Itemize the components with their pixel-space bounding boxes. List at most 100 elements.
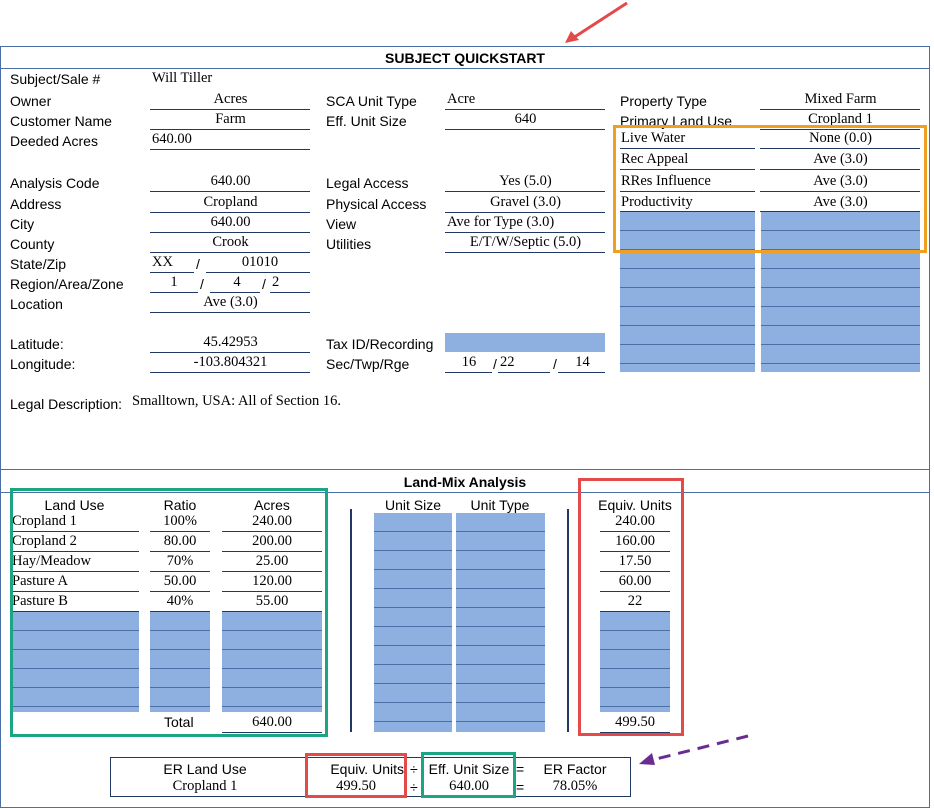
slash-separator: / <box>262 276 266 292</box>
live-water-value[interactable]: None (0.0) <box>809 130 872 146</box>
page-title: SUBJECT QUICKSTART <box>385 50 545 66</box>
ratio-cell[interactable]: 80.00 <box>163 533 197 549</box>
landmix-header-divider <box>0 492 930 493</box>
land-use-cell[interactable]: Cropland 2 <box>12 533 77 549</box>
land-use-cell[interactable]: Cropland 1 <box>12 513 77 529</box>
deeded-value[interactable]: 640.00 <box>152 131 192 147</box>
ratio-cell[interactable]: 40% <box>166 593 194 609</box>
eff-unit-size-label: Eff. Unit Size <box>326 113 407 129</box>
equiv-empty-cells <box>600 612 670 712</box>
er-land-use-label: ER Land Use <box>163 761 247 777</box>
city-label: City <box>10 216 35 232</box>
land-use-cell[interactable]: Pasture B <box>12 593 68 609</box>
er-equiv-units-label: Equiv. Units <box>330 761 404 777</box>
rres-influence-label: RRes Influence <box>621 173 711 189</box>
owner-label: Owner <box>10 93 52 109</box>
longitude-label: Longitude: <box>10 356 76 372</box>
equals-icon: = <box>516 779 525 795</box>
analysis-value[interactable]: 640.00 <box>210 173 251 189</box>
physical-access-value[interactable]: Gravel (3.0) <box>490 194 561 210</box>
property-type-value[interactable]: Mixed Farm <box>804 91 877 107</box>
view-value[interactable]: Ave for Type (3.0) <box>447 214 555 230</box>
ratio-cell[interactable]: 50.00 <box>163 573 197 589</box>
eff-unit-size-value[interactable]: 640 <box>514 111 537 127</box>
address-label: Address <box>10 196 62 212</box>
latitude-label: Latitude: <box>10 336 64 352</box>
attribute-label-inputs[interactable] <box>620 212 755 372</box>
legal-access-value[interactable]: Yes (5.0) <box>499 173 552 189</box>
subject-value[interactable]: Will Tiller <box>152 70 213 86</box>
landmix-divider <box>0 469 930 470</box>
er-factor-label: ER Factor <box>543 761 607 777</box>
equiv-cell: 240.00 <box>615 513 655 529</box>
rec-appeal-value[interactable]: Ave (3.0) <box>813 151 868 167</box>
land-use-cell[interactable]: Hay/Meadow <box>12 553 91 569</box>
legal-access-label: Legal Access <box>326 175 409 191</box>
taxid-label: Tax ID/Recording <box>326 336 434 352</box>
latitude-value[interactable]: 45.42953 <box>203 334 258 350</box>
address-value[interactable]: Cropland <box>203 194 258 210</box>
equiv-cell: 60.00 <box>618 573 652 589</box>
acres-cell[interactable]: 200.00 <box>252 533 292 549</box>
customer-value[interactable]: Farm <box>215 111 246 127</box>
acres-cell[interactable]: 25.00 <box>255 553 289 569</box>
city-value[interactable]: 640.00 <box>210 214 251 230</box>
sca-unit-type-value[interactable]: Acre <box>447 91 476 107</box>
land-use-cell[interactable]: Pasture A <box>12 573 68 589</box>
er-eff-unit-size-value: 640.00 <box>449 778 489 794</box>
view-label: View <box>326 216 357 232</box>
owner-value[interactable]: Acres <box>213 91 248 107</box>
acres-empty-inputs[interactable] <box>222 612 322 712</box>
subject-label: Subject/Sale # <box>10 71 101 87</box>
land-use-empty-inputs[interactable] <box>12 612 139 712</box>
attribute-value-inputs[interactable] <box>761 212 920 372</box>
productivity-value[interactable]: Ave (3.0) <box>813 194 868 210</box>
rres-influence-value[interactable]: Ave (3.0) <box>813 173 868 189</box>
divide-icon: ÷ <box>410 761 418 777</box>
deeded-label: Deeded Acres <box>10 133 98 149</box>
attributes-highlight-box <box>613 125 927 253</box>
equiv-units-header: Equiv. Units <box>598 497 672 513</box>
unit-size-inputs[interactable] <box>374 513 452 732</box>
slash-separator: / <box>553 356 557 372</box>
equals-icon: = <box>516 761 525 777</box>
utilities-label: Utilities <box>326 236 372 252</box>
statezip-label: State/Zip <box>10 256 67 272</box>
total-acres: 640.00 <box>252 714 292 730</box>
county-label: County <box>10 236 55 252</box>
zip-value[interactable]: 01010 <box>241 254 279 270</box>
unit-size-header: Unit Size <box>384 497 442 513</box>
location-value[interactable]: Ave (3.0) <box>203 294 258 310</box>
rge-value[interactable]: 14 <box>575 354 590 370</box>
zone-value[interactable]: 2 <box>272 274 280 290</box>
unit-type-header: Unit Type <box>470 497 530 513</box>
quickstart-frame <box>0 46 930 808</box>
ratio-cell[interactable]: 100% <box>163 513 197 529</box>
red-arrow-icon <box>565 1 628 43</box>
physical-access-label: Physical Access <box>326 196 427 212</box>
acres-header: Acres <box>254 497 290 513</box>
state-value[interactable]: XX <box>152 254 173 270</box>
utilities-value[interactable]: E/T/W/Septic (5.0) <box>469 234 582 250</box>
er-factor-value: 78.05% <box>552 778 598 794</box>
ratio-cell[interactable]: 70% <box>166 553 194 569</box>
longitude-value[interactable]: -103.804321 <box>193 354 268 370</box>
region-label: Region/Area/Zone <box>10 276 124 292</box>
area-value[interactable]: 4 <box>233 274 241 290</box>
acres-cell[interactable]: 240.00 <box>252 513 292 529</box>
total-label: Total <box>164 714 194 730</box>
unit-type-inputs[interactable] <box>456 513 545 732</box>
acres-cell[interactable]: 120.00 <box>252 573 292 589</box>
county-value[interactable]: Crook <box>212 234 249 250</box>
primary-land-use-value[interactable]: Cropland 1 <box>808 111 873 127</box>
location-label: Location <box>10 296 63 312</box>
legal-description-value[interactable]: Smalltown, USA: All of Section 16. <box>132 393 342 409</box>
acres-cell[interactable]: 55.00 <box>255 593 289 609</box>
sec-value[interactable]: 16 <box>461 354 477 370</box>
twp-value[interactable]: 22 <box>500 354 515 370</box>
legal-description-label: Legal Description: <box>10 396 123 412</box>
taxid-input[interactable] <box>445 333 605 352</box>
region-value[interactable]: 1 <box>170 274 178 290</box>
slash-separator: / <box>196 256 200 272</box>
ratio-empty-inputs[interactable] <box>150 612 210 712</box>
